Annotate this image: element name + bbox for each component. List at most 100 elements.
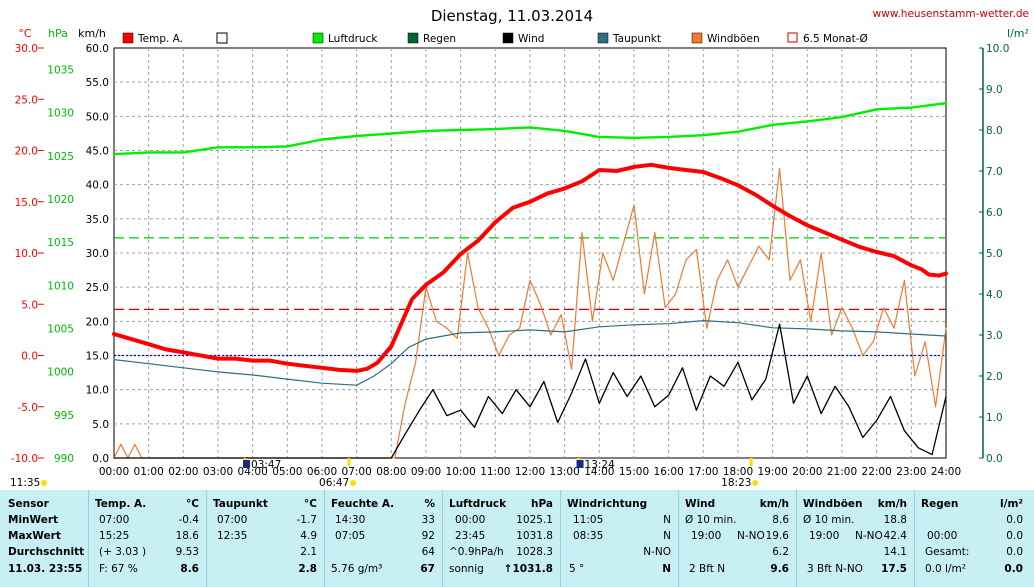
humidity-max-time: 07:05: [335, 530, 366, 542]
wind-tick-label: 10.0: [86, 385, 109, 397]
site-url[interactable]: www.heusenstamm-wetter.de: [873, 8, 1029, 20]
dew-header: Taupunkt: [213, 498, 268, 510]
gust-unit: km/h: [877, 498, 907, 510]
rain-current-value: 0.0: [1004, 563, 1023, 575]
temp-max-time: 15:25: [99, 530, 130, 542]
direction-degrees: 5 °: [569, 563, 585, 575]
temp-avg-value: 9.53: [175, 546, 199, 558]
dew-column: Taupunkt °C 07:00 -1.7 12:35 4.9 2.1 2.8: [206, 490, 325, 587]
legend-swatch: [691, 32, 703, 44]
temp-header: Temp. A.: [95, 498, 147, 510]
pressure-tick-label: 1015: [47, 237, 74, 249]
x-tick-label: 16:00: [654, 466, 684, 478]
temp-column: Temp. A. °C 07:00 -0.4 15:25 18.6 (+ 3.03 )…: [88, 490, 207, 587]
series-line: [112, 101, 948, 156]
wind-axis-unit: km/h: [78, 27, 106, 40]
pressure-tick-label: 1020: [47, 194, 74, 206]
chart-axes: 30.0 25.0 20.0 15.0 10.0 5.0 0.0 -5.0 -10.0 1035 1…: [11, 43, 1010, 478]
dew-current-value: 2.8: [298, 563, 317, 575]
row-label-sensor: Sensor: [8, 498, 49, 510]
sun-marker-label: 13:24: [585, 459, 616, 471]
x-tick-label: 14:00: [584, 466, 614, 478]
temp-tick-label: 0.0: [21, 351, 38, 363]
direction-min-value: N: [663, 514, 671, 526]
dew-max-time: 12:35: [217, 530, 248, 542]
legend-label: Windböen: [707, 33, 760, 45]
series-line: [113, 320, 947, 386]
gust-beaufort: 3 Bft N-NO: [807, 563, 863, 575]
legend-label: Taupunkt: [612, 33, 661, 45]
pressure-tick-label: 1010: [47, 280, 74, 292]
x-tick-label: 18:00: [723, 466, 753, 478]
wind-avg-value: 6.2: [772, 546, 789, 558]
row-label-min: MinWert: [8, 514, 59, 526]
wind-tick-label: 5.0: [92, 419, 109, 431]
sun-marker-label: 11:35: [10, 477, 40, 489]
wind-tick-label: 40.0: [86, 180, 109, 192]
temp-tick-label: 15.0: [15, 197, 38, 209]
rain-tick-label: 6.0: [986, 207, 1003, 219]
wind-beaufort: 2 Bft N: [689, 563, 726, 575]
dew-unit: °C: [304, 498, 317, 510]
rain-tick-label: 8.0: [986, 125, 1003, 137]
direction-avg-value: N-NO: [643, 546, 671, 558]
rain-total-label: Gesamt:: [925, 546, 970, 558]
pressure-tick-label: 1005: [47, 324, 74, 336]
wind-tick-label: 0.0: [92, 453, 109, 465]
pressure-column: Luftdruck hPa 00:00 1025.1 23:45 1031.8 ^0.…: [442, 490, 561, 587]
humidity-header: Feuchte A.: [331, 498, 395, 510]
dew-min-time: 07:00: [217, 514, 248, 526]
legend-swatch: [787, 32, 798, 43]
pressure-tick-label: 1030: [47, 108, 74, 120]
row-label-column: Sensor MinWert MaxWert Durchschnitt 11.0…: [0, 490, 88, 587]
temp-min-value: -0.4: [178, 514, 200, 526]
legend-swatch: [216, 32, 228, 44]
sun-icon: [41, 480, 47, 486]
stats-table: Sensor MinWert MaxWert Durchschnitt 11.0…: [0, 490, 1034, 587]
legend-label: Temp. A.: [137, 33, 183, 45]
sun-marker-label: 06:47: [319, 477, 349, 489]
series-line: [113, 167, 947, 459]
gust-column: Windböen km/h Ø 10 min. 18.8 19:00 N-NO 42.4…: [796, 490, 915, 587]
pressure-unit: hPa: [531, 498, 553, 510]
direction-header: Windrichtung: [567, 498, 648, 510]
sun-icon: [350, 480, 357, 486]
wind-max-direction: N-NO: [737, 530, 765, 542]
humidity-unit: %: [424, 498, 435, 510]
humidity-max-value: 92: [421, 530, 435, 542]
wind-tick-label: 55.0: [86, 77, 109, 89]
rain-total-value: 0.0: [1006, 546, 1023, 558]
series-line: [112, 162, 948, 373]
x-tick-label: 20:00: [792, 466, 822, 478]
rain-header: Regen: [921, 498, 959, 510]
pressure-tick-label: 1025: [47, 151, 74, 163]
legend-swatch: [502, 32, 514, 44]
rain-tick-label: 4.0: [986, 289, 1003, 301]
wind-max-time: 19:00: [691, 530, 722, 542]
wind-max-value: 19.6: [765, 530, 789, 542]
pressure-avg-value: 1028.3: [516, 546, 553, 558]
pressure-min-value: 1025.1: [516, 514, 553, 526]
temp-min-time: 07:00: [99, 514, 130, 526]
temp-current-note: F: 67 %: [99, 563, 138, 575]
legend-label: Luftdruck: [328, 33, 378, 45]
legend-swatch: [597, 32, 609, 44]
gust-avg-value: 14.1: [883, 546, 907, 558]
humidity-min-time: 14:30: [335, 514, 366, 526]
direction-column: Windrichtung 11:05 N 08:35 N N-NO 5 ° N: [560, 490, 679, 587]
x-tick-label: 07:00: [342, 466, 372, 478]
rain-unit: l/m²: [1000, 498, 1023, 510]
temp-tick-label: 10.0: [15, 248, 38, 260]
x-tick-label: 24:00: [931, 466, 961, 478]
wind-current-value: 9.6: [770, 563, 789, 575]
x-tick-label: 00:00: [99, 466, 129, 478]
rain-tick-label: 1.0: [986, 412, 1003, 424]
x-tick-label: 12:00: [515, 466, 545, 478]
direction-max-value: N: [663, 530, 671, 542]
temp-tick-label: -10.0: [11, 453, 38, 465]
wind-avg10-label: Ø 10 min.: [685, 514, 737, 526]
pressure-forecast: sonnig: [449, 563, 484, 575]
temp-max-value: 18.6: [175, 530, 199, 542]
x-tick-label: 05:00: [272, 466, 302, 478]
weather-chart: Dienstag, 11.03.2014 www.heusenstamm-wet…: [10, 7, 1029, 489]
